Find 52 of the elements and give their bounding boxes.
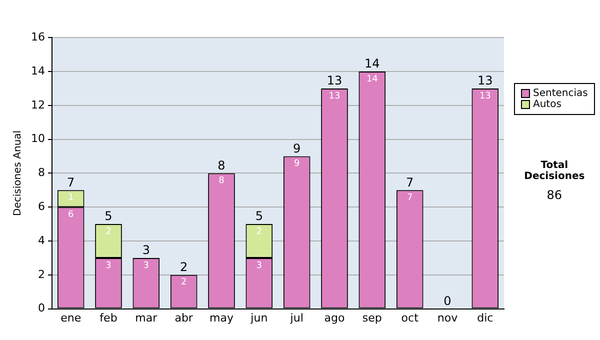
data-label: 2 (106, 226, 112, 237)
x-tick-label: jul (289, 311, 304, 324)
y-tick-label: 2 (38, 268, 45, 281)
x-tick-label: dic (477, 311, 494, 324)
data-label: 3 (143, 260, 150, 271)
data-label: 13 (479, 91, 491, 102)
y-tick-label: 6 (38, 200, 45, 213)
y-tick-label: 0 (38, 302, 45, 315)
x-tick-label: mar (135, 311, 158, 324)
data-label: 9 (294, 159, 300, 170)
legend-label: Sentencias (533, 88, 588, 99)
y-tick-label: 10 (30, 132, 45, 146)
data-label: 6 (68, 210, 74, 220)
legend-label: Autos (533, 99, 562, 110)
data-label: 8 (218, 176, 225, 186)
total-label: 5 (255, 209, 263, 224)
x-tick-label: abr (174, 311, 194, 324)
y-axis-title: Decisiones Anual (12, 130, 24, 216)
x-tick-label: sep (362, 311, 382, 324)
text: 86 (546, 188, 564, 202)
total-label: 2 (180, 260, 188, 274)
total-label: 13 (326, 74, 342, 88)
total-label: 8 (218, 158, 226, 172)
y-tick-label: 8 (38, 166, 45, 180)
total-label: 7 (67, 175, 75, 190)
y-tick-label: 14 (30, 64, 45, 78)
data-label: 14 (366, 74, 378, 84)
data-label: 1 (68, 192, 74, 203)
data-label: 13 (328, 91, 340, 102)
total-label: 5 (104, 209, 112, 224)
data-label: 3 (256, 260, 262, 271)
x-tick-label: oct (401, 311, 420, 324)
x-tick-label: ene (60, 311, 82, 324)
data-label: 7 (406, 192, 413, 203)
data-label: 2 (180, 278, 187, 288)
text: Total Decisiones (523, 160, 586, 182)
total-label: 7 (406, 175, 414, 190)
x-tick-label: may (210, 311, 234, 324)
y-tick-label: 4 (38, 234, 45, 247)
x-tick-label: ago (324, 311, 345, 324)
x-tick-label: nov (437, 311, 458, 324)
total-label: 0 (444, 294, 452, 308)
total-label: 13 (478, 74, 493, 88)
data-label: 3 (106, 260, 112, 271)
y-tick-label: 12 (30, 98, 45, 112)
total-label: 9 (293, 141, 301, 156)
x-tick-label: feb (100, 311, 118, 324)
y-tick-label: 16 (30, 30, 45, 44)
total-label: 14 (364, 56, 380, 71)
total-label: 3 (142, 243, 150, 258)
x-tick-label: jun (250, 311, 268, 324)
data-label: 2 (256, 226, 262, 237)
